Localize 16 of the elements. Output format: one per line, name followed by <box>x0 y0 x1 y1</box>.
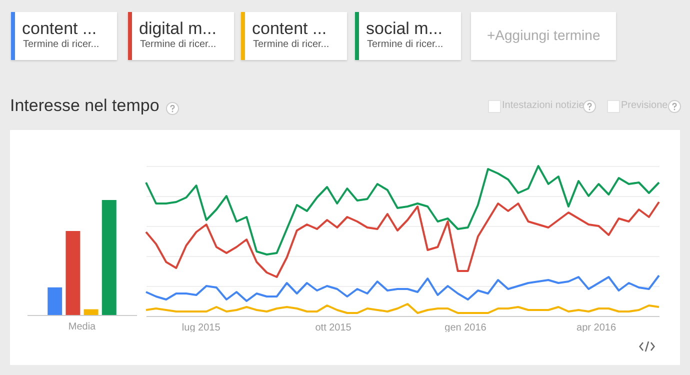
text: Termine di ricer... <box>367 39 444 50</box>
text: Termine di ricer... <box>140 39 216 50</box>
text: Termine di ricer... <box>253 39 330 50</box>
bar <box>102 200 116 315</box>
bar <box>66 231 80 315</box>
x-tick-label: ott 2015 <box>315 322 352 334</box>
text: Termine di ricer... <box>23 39 100 50</box>
bar <box>48 287 62 315</box>
legend-label: content ... <box>252 19 327 39</box>
legend-label: social m... <box>366 19 443 39</box>
x-tick-label: Media <box>68 322 96 332</box>
chart-title: Interesse nel tempo <box>10 96 160 116</box>
legend-label: content ... <box>22 19 97 39</box>
bar <box>84 309 98 315</box>
text: +Aggiungi termine <box>487 27 600 43</box>
legend-label: digital m... <box>139 19 216 39</box>
